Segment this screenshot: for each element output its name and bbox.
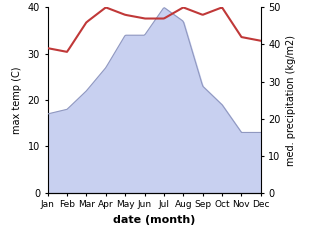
X-axis label: date (month): date (month) xyxy=(113,215,196,225)
Y-axis label: max temp (C): max temp (C) xyxy=(12,66,22,134)
Y-axis label: med. precipitation (kg/m2): med. precipitation (kg/m2) xyxy=(286,35,296,165)
